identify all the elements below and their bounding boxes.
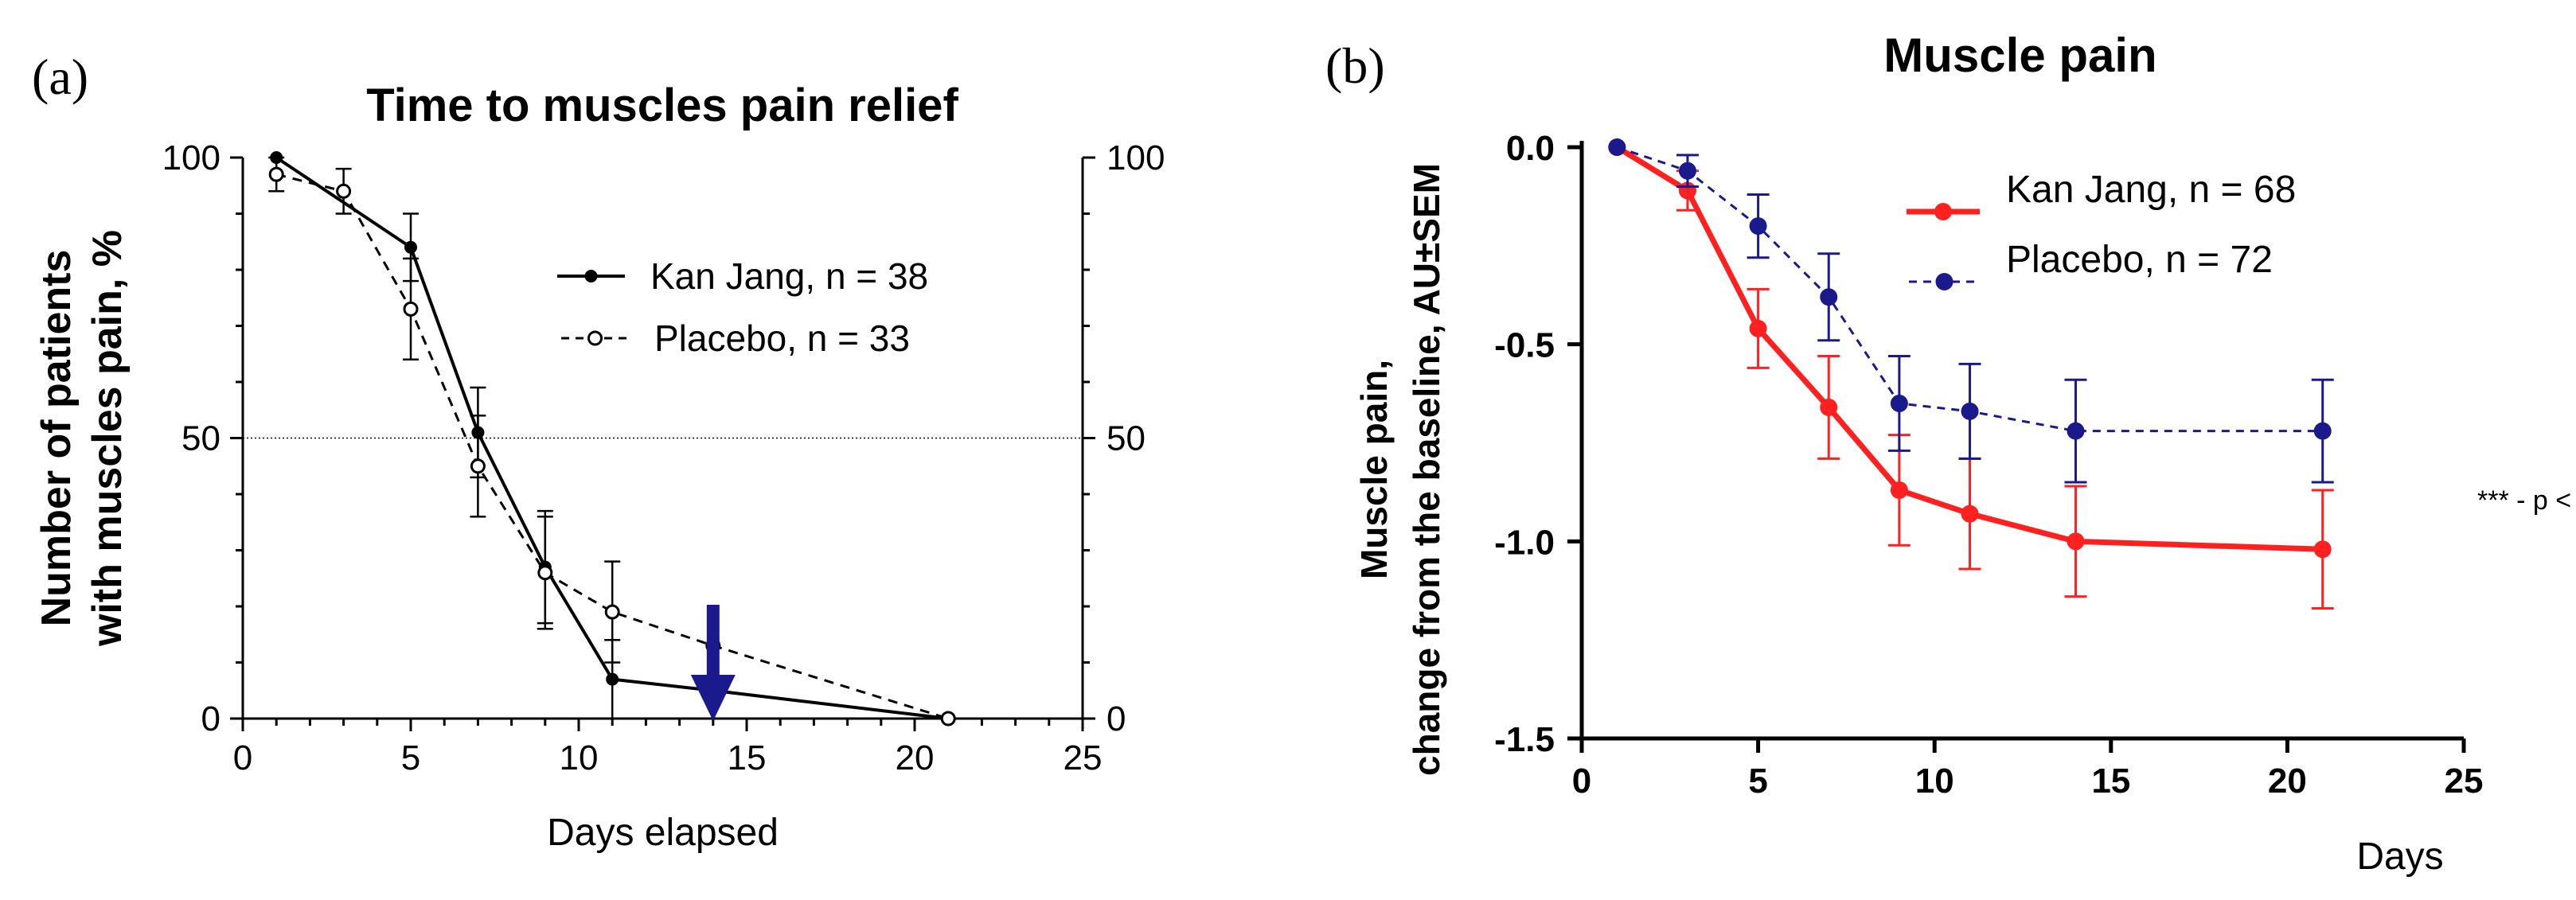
y-tick-label: -1.0 bbox=[1494, 523, 1555, 562]
y-axis-label-line: change from the baseline, AU±SEM bbox=[1406, 163, 1447, 776]
x-tick-label: 10 bbox=[1915, 762, 1954, 801]
x-tick-label: 25 bbox=[1064, 738, 1103, 777]
data-point bbox=[470, 458, 486, 474]
x-tick-label: 15 bbox=[728, 738, 767, 777]
legend-marker bbox=[584, 270, 598, 282]
data-point bbox=[604, 604, 620, 620]
x-axis-label: Days elapsed bbox=[547, 812, 779, 854]
x-tick-label: 5 bbox=[1748, 762, 1767, 801]
series-placebo bbox=[268, 156, 956, 727]
series-line bbox=[1616, 146, 2323, 433]
arrow-head bbox=[690, 675, 736, 721]
x-tick-label: 10 bbox=[560, 738, 599, 777]
data-point bbox=[268, 166, 284, 182]
legend-marker bbox=[1934, 203, 1952, 220]
right-tick-label: 0 bbox=[1107, 699, 1126, 738]
series-line bbox=[275, 173, 949, 720]
data-point bbox=[606, 672, 619, 686]
data-point bbox=[1608, 138, 1626, 156]
arrow-down-annotation bbox=[690, 605, 736, 721]
data-point bbox=[1749, 319, 1767, 337]
chart-title: Muscle pain bbox=[1883, 29, 2156, 82]
series-kan-jang bbox=[1608, 138, 2334, 610]
y-tick-label: 100 bbox=[162, 138, 221, 177]
right-tick-label: 100 bbox=[1107, 138, 1165, 177]
panel-b-muscle-pain: (b) Muscle pain 0 5 10 15 20 25 0.0 -0.5 -1.0 -1.5 D… bbox=[1325, 29, 2576, 878]
legend: Kan Jang, n = 68 Placebo, n = 72 bbox=[1907, 169, 2296, 290]
data-point bbox=[1961, 505, 1979, 523]
data-point bbox=[2313, 422, 2332, 440]
x-axis-label: Days bbox=[2356, 836, 2443, 878]
legend: Kan Jang, n = 38 Placebo, n = 33 bbox=[557, 255, 928, 359]
data-point bbox=[1678, 162, 1696, 180]
y-tick-label: -1.5 bbox=[1494, 720, 1555, 759]
legend-marker bbox=[1935, 273, 1953, 290]
x-tick-label: 25 bbox=[2445, 762, 2484, 801]
data-point bbox=[1820, 288, 1838, 306]
legend-label: Kan Jang, n = 68 bbox=[2006, 169, 2296, 211]
y-axis-label-line: Muscle pain, bbox=[1353, 360, 1395, 579]
panel-label-a: (a) bbox=[32, 49, 88, 105]
data-point bbox=[1749, 217, 1767, 236]
data-point bbox=[1961, 402, 1979, 420]
x-tick-label: 15 bbox=[2091, 762, 2130, 801]
data-point bbox=[2313, 540, 2332, 559]
y-tick-label: 0.0 bbox=[1506, 129, 1555, 168]
chart-title: Time to muscles pain relief bbox=[366, 80, 958, 131]
data-point bbox=[336, 183, 352, 199]
right-tick-label: 50 bbox=[1107, 419, 1146, 458]
significance-annotation: *** - p < 0.0001 bbox=[2477, 485, 2576, 516]
data-point bbox=[2067, 532, 2085, 551]
panel-label-b: (b) bbox=[1325, 37, 1385, 94]
data-point bbox=[1820, 398, 1838, 416]
legend-label: Placebo, n = 72 bbox=[2006, 239, 2273, 281]
data-point bbox=[404, 240, 417, 254]
y-tick-label: -0.5 bbox=[1494, 326, 1555, 365]
data-point bbox=[940, 711, 956, 727]
y-axis-label-line: with muscles pain, % bbox=[84, 230, 131, 647]
x-tick-label: 0 bbox=[1572, 762, 1591, 801]
x-tick-label: 0 bbox=[233, 738, 252, 777]
y-tick-label: 0 bbox=[201, 699, 221, 738]
panel-a-time-to-relief: (a) Time to muscles pain relief 0 5 10 15 20 25… bbox=[32, 49, 1165, 854]
legend-label: Placebo, n = 33 bbox=[654, 318, 910, 359]
data-point bbox=[1890, 481, 1908, 499]
arrow-shaft bbox=[706, 605, 720, 684]
series-line bbox=[1615, 145, 2323, 552]
x-tick-label: 20 bbox=[2268, 762, 2307, 801]
x-tick-label: 5 bbox=[401, 738, 420, 777]
legend-marker bbox=[587, 330, 603, 346]
series-placebo bbox=[1608, 138, 2334, 484]
y-axis-label-line: Number of patients bbox=[33, 250, 80, 627]
data-point bbox=[2067, 422, 2085, 440]
data-point bbox=[403, 301, 419, 317]
x-tick-label: 20 bbox=[896, 738, 935, 777]
legend-label: Kan Jang, n = 38 bbox=[650, 255, 928, 297]
y-tick-label: 50 bbox=[181, 419, 221, 458]
data-point bbox=[1890, 394, 1908, 412]
data-point bbox=[537, 565, 553, 581]
